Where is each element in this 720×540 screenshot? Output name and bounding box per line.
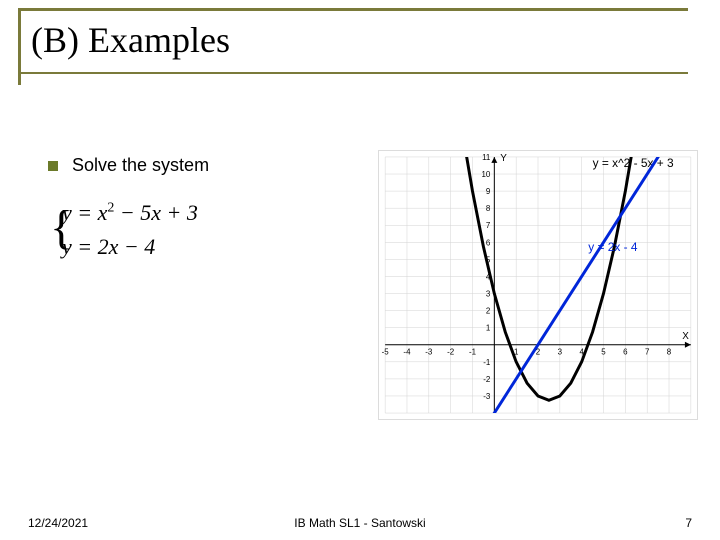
title-underline [18,72,688,74]
svg-text:1: 1 [486,324,491,333]
svg-text:-3: -3 [483,392,491,401]
svg-text:8: 8 [667,348,672,357]
svg-text:y = 2x - 4: y = 2x - 4 [588,240,638,254]
chart: -5-4-3-2-112345678-3-2-11234567891011XYy… [378,150,698,420]
svg-text:6: 6 [623,348,628,357]
chart-svg: -5-4-3-2-112345678-3-2-11234567891011XYy… [379,151,697,419]
equation-system: { y = x2 − 5x + 3 y = 2x − 4 [62,200,198,260]
svg-text:-1: -1 [469,348,477,357]
svg-text:y = x^2 - 5x + 3: y = x^2 - 5x + 3 [593,156,674,170]
svg-text:7: 7 [486,221,491,230]
svg-text:6: 6 [486,238,491,247]
bullet-row: Solve the system [48,155,209,176]
bullet-text: Solve the system [72,155,209,176]
svg-text:-1: -1 [483,358,491,367]
svg-text:11: 11 [482,153,491,162]
svg-text:9: 9 [486,187,491,196]
svg-text:5: 5 [601,348,606,357]
svg-text:-2: -2 [483,375,491,384]
slide-title: (B) Examples [31,19,688,61]
svg-text:Y: Y [500,153,507,164]
svg-text:10: 10 [482,170,491,179]
footer: 12/24/2021 IB Math SL1 - Santowski 7 [0,516,720,530]
footer-center: IB Math SL1 - Santowski [294,516,425,530]
equation-2: y = 2x − 4 [62,234,198,260]
svg-text:7: 7 [645,348,650,357]
equation-1: y = x2 − 5x + 3 [62,200,198,226]
footer-date: 12/24/2021 [28,516,88,530]
square-bullet-icon [48,161,58,171]
svg-text:X: X [682,331,689,342]
eq1-suffix: − 5x + 3 [114,200,197,225]
svg-text:-4: -4 [403,348,411,357]
eq1-prefix: y = x [62,200,107,225]
svg-text:-3: -3 [425,348,433,357]
svg-text:3: 3 [558,348,563,357]
svg-text:-5: -5 [382,348,390,357]
svg-text:8: 8 [486,204,491,213]
svg-text:-2: -2 [447,348,455,357]
footer-page: 7 [685,516,692,530]
svg-text:2: 2 [486,307,491,316]
svg-text:3: 3 [486,290,491,299]
